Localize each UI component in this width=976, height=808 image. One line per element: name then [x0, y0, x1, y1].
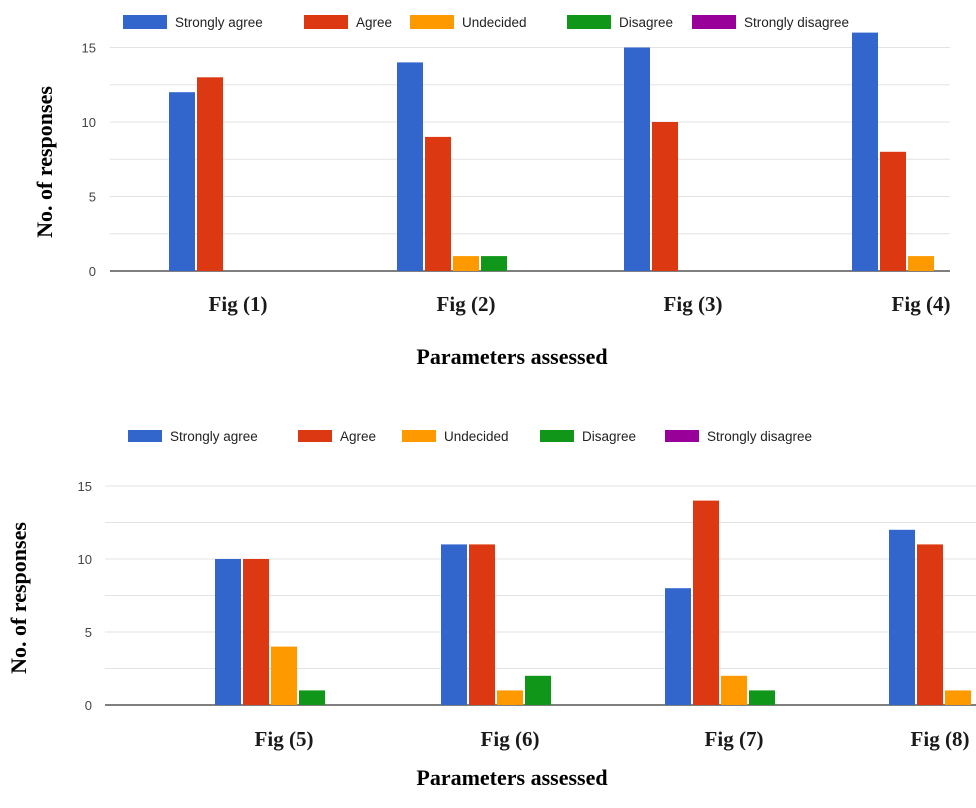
bar-strongly-agree [852, 32, 878, 271]
bar-agree [880, 151, 906, 271]
category-label: Fig (8) [911, 727, 970, 751]
x-axis-title: Parameters assessed [416, 344, 607, 369]
legend-swatch [402, 430, 436, 442]
category-label: Fig (6) [481, 727, 540, 751]
bar-agree [243, 559, 269, 705]
bar-agree [917, 544, 943, 705]
bar-strongly-agree [215, 559, 241, 705]
bar-agree [469, 544, 495, 705]
y-tick-label: 15 [82, 41, 96, 56]
y-tick-label: 5 [89, 190, 96, 205]
bar-undecided [497, 690, 523, 705]
category-label: Fig (5) [255, 727, 314, 751]
bar-strongly-agree [624, 47, 650, 271]
legend-label: Strongly disagree [744, 15, 849, 30]
bar-disagree [749, 690, 775, 705]
y-axis-title: No. of responses [6, 522, 31, 674]
bar-agree [425, 136, 451, 271]
legend-label: Disagree [582, 429, 636, 444]
bar-undecided [271, 646, 297, 705]
legend-label: Strongly agree [170, 429, 258, 444]
legend-label: Undecided [462, 15, 527, 30]
category-label: Fig (3) [664, 292, 723, 316]
bar-strongly-agree [441, 544, 467, 705]
legend-swatch [123, 15, 167, 29]
bar-agree [197, 77, 223, 271]
bar-strongly-agree [397, 62, 423, 272]
bar-strongly-agree [665, 588, 691, 705]
legend-swatch [410, 15, 454, 29]
bar-disagree [299, 690, 325, 705]
legend-swatch [128, 430, 162, 442]
bar-agree [652, 122, 678, 271]
legend-label: Agree [356, 15, 392, 30]
y-tick-label: 10 [78, 552, 92, 567]
bar-undecided [453, 256, 479, 271]
bar-disagree [525, 675, 551, 705]
bar-strongly-agree [169, 92, 195, 271]
bar-undecided [908, 256, 934, 271]
bar-undecided [721, 675, 747, 705]
y-axis-title: No. of responses [32, 86, 57, 238]
legend-swatch [304, 15, 348, 29]
category-label: Fig (2) [437, 292, 496, 316]
category-label: Fig (7) [705, 727, 764, 751]
bar-strongly-agree [889, 529, 915, 705]
legend-swatch [665, 430, 699, 442]
legend-label: Disagree [619, 15, 673, 30]
y-tick-label: 0 [89, 264, 96, 279]
legend-label: Strongly disagree [707, 429, 812, 444]
legend-label: Agree [340, 429, 376, 444]
bar-agree [693, 500, 719, 705]
legend-label: Strongly agree [175, 15, 263, 30]
legend-swatch [540, 430, 574, 442]
x-axis-title: Parameters assessed [416, 765, 607, 790]
chart-1: 0 5 10 15 Fig (1) Fig (2) Fig (3) Fig (4) Strong… [32, 15, 950, 369]
legend-swatch [298, 430, 332, 442]
bar-undecided [945, 690, 971, 705]
y-tick-label: 10 [82, 115, 96, 130]
y-tick-label: 15 [78, 479, 92, 494]
bar-disagree [481, 256, 507, 271]
chart-2: 0 5 10 15 Fig (5) Fig (6) Fig (7) Fig (8) Strong… [6, 429, 976, 790]
legend-label: Undecided [444, 429, 509, 444]
y-tick-label: 5 [85, 625, 92, 640]
legend-swatch [567, 15, 611, 29]
category-label: Fig (4) [892, 292, 951, 316]
category-label: Fig (1) [209, 292, 268, 316]
y-tick-label: 0 [85, 698, 92, 713]
legend-swatch [692, 15, 736, 29]
